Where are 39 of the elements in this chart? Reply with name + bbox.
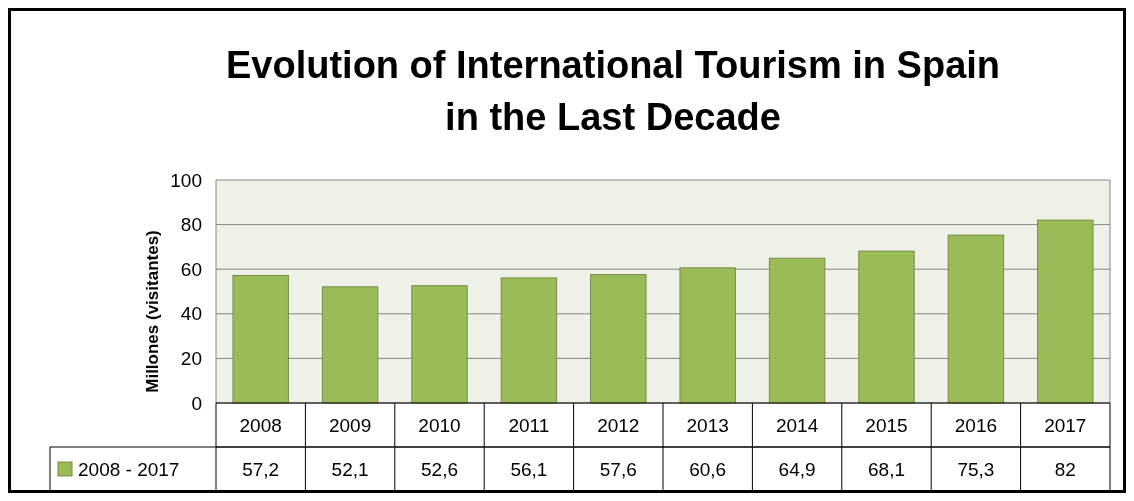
y-tick-label: 0	[191, 392, 202, 414]
bar	[1037, 219, 1094, 404]
data-label: 52,6	[421, 458, 458, 480]
chart-title: Evolution of International Tourism in Spain in the Last Decade	[225, 44, 1001, 138]
y-tick-label: 40	[180, 303, 202, 325]
x-tick-label: 2014	[775, 414, 819, 436]
bar	[947, 234, 1005, 404]
bar	[590, 274, 647, 404]
data-label: 64,9	[778, 458, 816, 480]
x-tick-label: 2017	[1044, 414, 1087, 436]
bar	[321, 286, 379, 404]
data-label: 60,6	[689, 458, 727, 480]
data-label: 75,3	[957, 458, 995, 480]
x-tick-label: 2010	[418, 414, 461, 436]
x-tick-label: 2011	[508, 414, 550, 436]
y-tick-label: 60	[180, 258, 202, 280]
bar	[500, 277, 558, 404]
bar	[858, 250, 915, 404]
data-label: 57,6	[599, 458, 637, 480]
x-tick-label: 2012	[597, 414, 640, 436]
y-tick-label: 80	[180, 214, 202, 236]
y-tick-label: 100	[170, 169, 202, 191]
legend-label: 2008 - 2017	[78, 458, 180, 480]
bar	[768, 257, 826, 404]
y-axis-title: Millones (visitantes)	[143, 230, 162, 393]
x-tick-label: 2015	[865, 414, 908, 436]
x-tick-label: 2008	[239, 414, 282, 436]
data-label: 52,1	[331, 458, 369, 480]
data-label: 82	[1054, 458, 1076, 480]
data-label: 56,1	[510, 458, 548, 480]
bar	[411, 285, 468, 404]
x-tick-label: 2013	[686, 414, 729, 436]
y-tick-label: 20	[180, 348, 202, 370]
x-tick-label: 2016	[954, 414, 998, 436]
bar	[679, 267, 736, 404]
x-tick-label: 2009	[328, 414, 372, 436]
bar	[232, 274, 289, 404]
data-label: 68,1	[868, 458, 905, 480]
data-label: 57,2	[242, 458, 280, 480]
